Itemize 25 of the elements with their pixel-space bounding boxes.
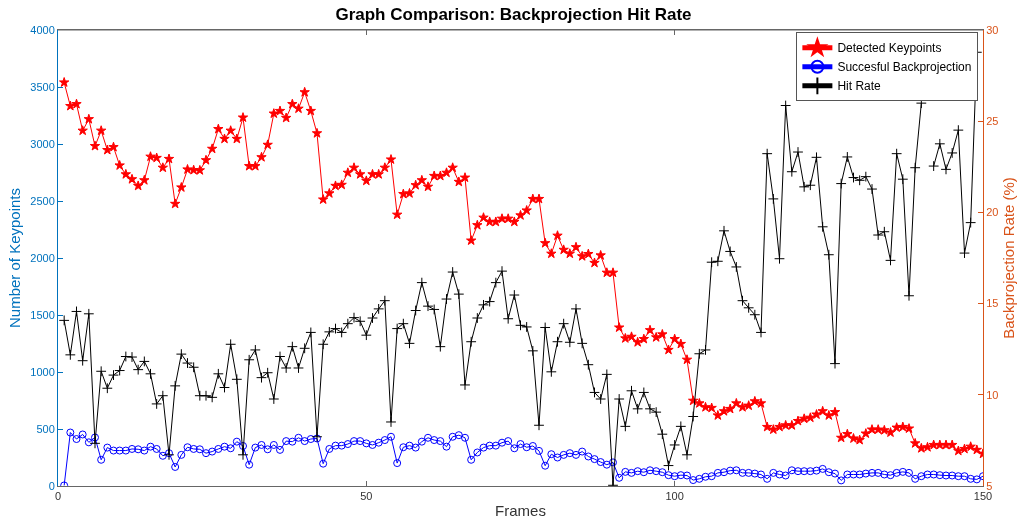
- y2-tick-label: 30: [986, 23, 999, 36]
- y-tick-label: 3500: [30, 80, 55, 93]
- y-tick-label: 1000: [30, 365, 55, 378]
- y-tick-label: 1500: [30, 308, 55, 321]
- y-tick-label: 3000: [30, 137, 55, 150]
- y2-tick-label: 10: [986, 388, 999, 401]
- y2-tick-label: 5: [986, 479, 993, 492]
- y-tick-label: 500: [36, 422, 55, 435]
- y-tick-label: 4000: [30, 23, 55, 36]
- y-tick-label: 2500: [30, 194, 55, 207]
- x-tick-label: 100: [665, 490, 684, 503]
- y2-tick-label: 15: [986, 297, 999, 310]
- y-tick-label: 0: [48, 479, 55, 492]
- x-axis-title: Frames: [495, 502, 546, 520]
- y-tick-label: 2000: [30, 251, 55, 264]
- y2-axis-title: Backprojection Rate (%): [1000, 177, 1018, 339]
- legend-label: Succesful Backprojection: [837, 60, 972, 75]
- legend-label: Detected Keypoints: [837, 41, 942, 56]
- chart-title: Graph Comparison: Backprojection Hit Rate: [335, 4, 692, 24]
- x-tick-label: 50: [360, 490, 373, 503]
- x-tick-label: 150: [973, 490, 993, 503]
- y2-tick-label: 25: [986, 115, 999, 128]
- y-axis-title: Number of Keypoints: [5, 187, 23, 329]
- y2-tick-label: 20: [986, 206, 999, 219]
- legend-label: Hit Rate: [837, 79, 882, 94]
